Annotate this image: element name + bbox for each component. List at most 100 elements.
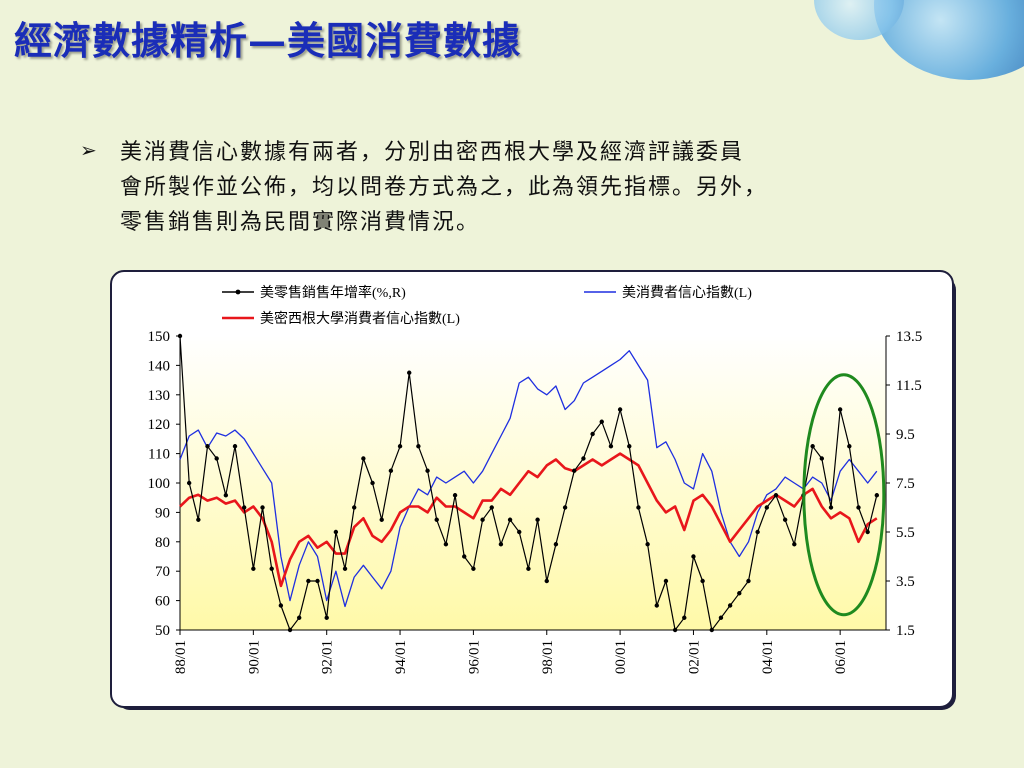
series-lines bbox=[177, 333, 880, 633]
x-tick-label: 06/01 bbox=[833, 640, 849, 674]
left-tick-label: 80 bbox=[155, 535, 170, 551]
bullet-paragraph: ➢ 美消費信心數據有兩者，分別由密西根大學及經濟評議委員 會所製作並公佈，均以問… bbox=[80, 135, 960, 240]
retail-data-point bbox=[792, 542, 797, 547]
right-tick-label: 3.5 bbox=[896, 574, 915, 590]
michigan-legend-label: 美密西根大學消費者信心指數(L) bbox=[260, 310, 460, 327]
right-tick-label: 9.5 bbox=[896, 427, 915, 443]
retail-data-point bbox=[828, 505, 834, 510]
retail-legend-label: 美零售銷售年增率(%,R) bbox=[260, 284, 406, 301]
retail-data-point bbox=[416, 444, 421, 449]
chart-svg: 美零售銷售年增率(%,R) 美消費者信心指數(L) 美密西根大學消費者信心指數(L)… bbox=[148, 284, 923, 674]
left-tick-label: 50 bbox=[155, 623, 170, 639]
left-tick-label: 60 bbox=[155, 594, 170, 610]
left-tick-label: 90 bbox=[155, 505, 170, 521]
legend: 美零售銷售年增率(%,R) 美消費者信心指數(L) 美密西根大學消費者信心指數(L) bbox=[222, 284, 752, 327]
retail-data-point bbox=[251, 566, 256, 571]
retail-data-point bbox=[397, 444, 403, 449]
retail-data-point bbox=[847, 444, 852, 449]
retail-data-point bbox=[682, 615, 687, 620]
left-tick-label: 100 bbox=[148, 476, 171, 492]
retail-data-point bbox=[553, 542, 559, 547]
arrow-bullet-icon: ➢ bbox=[80, 138, 97, 162]
retail-data-point bbox=[186, 480, 192, 486]
right-tick-label: 11.5 bbox=[896, 378, 922, 394]
retail-data-point bbox=[296, 615, 302, 620]
retail-data-point bbox=[315, 578, 320, 584]
retail-data-point bbox=[379, 517, 384, 522]
retail-data-point bbox=[507, 517, 513, 522]
retail-data-point bbox=[837, 407, 843, 412]
plot-area bbox=[180, 336, 886, 630]
retail-data-point bbox=[324, 615, 329, 620]
retail-data-point bbox=[709, 627, 714, 633]
x-tick-label: 96/01 bbox=[466, 640, 482, 674]
retail-data-point bbox=[590, 431, 595, 437]
bullet-text: 美消費信心數據有兩者，分別由密西根大學及經濟評議委員 會所製作並公佈，均以問卷方… bbox=[120, 135, 960, 240]
retail-data-point bbox=[425, 468, 430, 473]
retail-data-point bbox=[498, 542, 504, 547]
retail-data-point bbox=[636, 505, 641, 510]
x-tick-label: 98/01 bbox=[540, 640, 556, 674]
retail-data-point bbox=[572, 468, 577, 473]
retail-data-point bbox=[819, 456, 825, 461]
slide-title: 經濟數據精析—美國消費數據 bbox=[14, 18, 522, 63]
retail-data-point bbox=[260, 505, 265, 510]
retail-data-point bbox=[232, 444, 238, 449]
retail-data-point bbox=[627, 444, 632, 449]
axes: 150 140 130 120 110 100 90 80 70 60 50 13.5 11.5 9.5 7… bbox=[148, 329, 923, 674]
retail-data-point bbox=[691, 554, 696, 559]
left-tick-label: 120 bbox=[148, 417, 171, 433]
x-tick-label: 00/01 bbox=[613, 640, 629, 674]
retail-data-point bbox=[407, 370, 412, 375]
retail-data-point bbox=[727, 603, 733, 608]
left-tick-label: 130 bbox=[148, 388, 171, 404]
left-tick-label: 70 bbox=[155, 564, 170, 580]
x-tick-label: 88/01 bbox=[173, 640, 189, 674]
retail-data-point bbox=[177, 333, 183, 339]
highlight-overlay bbox=[802, 373, 886, 617]
retail-data-point bbox=[654, 603, 659, 608]
retail-data-point bbox=[388, 468, 394, 473]
retail-data-point bbox=[874, 493, 880, 498]
retail-data-point bbox=[782, 517, 788, 522]
retail-data-point bbox=[443, 542, 449, 547]
retail-data-point bbox=[489, 505, 494, 510]
retail-data-point bbox=[434, 517, 439, 522]
right-tick-label: 13.5 bbox=[896, 329, 922, 345]
retail-data-point bbox=[480, 517, 485, 522]
retail-data-point bbox=[544, 578, 549, 584]
retail-data-point bbox=[241, 505, 247, 510]
retail-data-point bbox=[865, 529, 870, 535]
michigan-series-line bbox=[179, 452, 878, 588]
retail-data-point bbox=[278, 603, 284, 608]
conference-series-line bbox=[179, 350, 878, 608]
retail-data-point bbox=[746, 578, 751, 584]
retail-data-point bbox=[306, 578, 311, 584]
retail-data-point bbox=[205, 444, 210, 449]
retail-data-point bbox=[526, 566, 531, 571]
highlight-ellipse bbox=[802, 373, 886, 617]
bullet-line: 會所製作並公佈，均以問卷方式為之，此為領先指標。另外， bbox=[120, 175, 769, 200]
retail-data-point bbox=[269, 566, 274, 571]
bullet-line: 美消費信心數據有兩者，分別由密西根大學及經濟評議委員 bbox=[120, 140, 745, 165]
retail-data-point bbox=[352, 505, 357, 510]
retail-data-point bbox=[452, 493, 458, 498]
right-tick-label: 5.5 bbox=[896, 525, 915, 541]
retail-data-point bbox=[462, 554, 467, 559]
retail-data-point bbox=[287, 627, 293, 633]
retail-data-point bbox=[645, 542, 650, 547]
retail-data-point bbox=[333, 529, 339, 535]
retail-data-point bbox=[581, 456, 586, 461]
retail-data-point bbox=[810, 444, 815, 449]
right-tick-label: 7.5 bbox=[896, 476, 915, 492]
retail-data-point bbox=[361, 456, 366, 461]
chart-frame: 美零售銷售年增率(%,R) 美消費者信心指數(L) 美密西根大學消費者信心指數(L)… bbox=[110, 270, 954, 708]
x-tick-label: 94/01 bbox=[393, 640, 409, 674]
retail-data-point bbox=[856, 505, 861, 510]
retail-data-point bbox=[196, 517, 201, 522]
retail-data-point bbox=[517, 529, 522, 535]
x-tick-label: 90/01 bbox=[246, 640, 262, 674]
left-tick-label: 110 bbox=[148, 447, 170, 463]
right-tick-label: 1.5 bbox=[896, 623, 915, 639]
retail-data-point bbox=[599, 419, 604, 424]
